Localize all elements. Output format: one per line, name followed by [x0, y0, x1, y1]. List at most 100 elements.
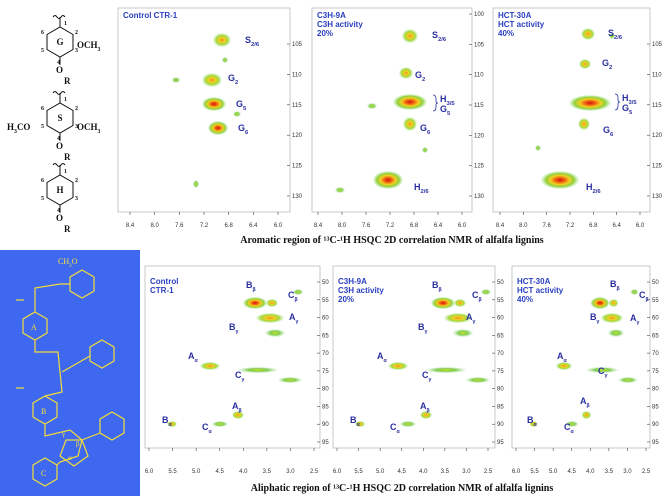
label-text: A: [232, 401, 239, 411]
x-tick-label: 7.2: [386, 223, 395, 229]
peak-label: G6: [603, 125, 614, 138]
peak-label: S2/6: [432, 30, 447, 43]
peak-label: Aγ: [630, 313, 640, 326]
label-text: G: [440, 104, 447, 114]
label-text: B: [246, 280, 253, 290]
label-text: S: [245, 35, 251, 45]
y-tick-label: 70: [652, 351, 659, 357]
ring-letter: S: [57, 113, 62, 123]
lignin-structure: [16, 269, 125, 487]
x-tick-label: 5.0: [376, 469, 385, 475]
spectrum-frame: [332, 265, 496, 449]
y-tick-label: 55: [652, 298, 659, 304]
ring-position: 2: [75, 30, 78, 36]
label-subscript: 2: [422, 77, 426, 83]
label-text: O: [56, 213, 63, 223]
cross-peak: [454, 299, 466, 307]
ring-position: 5: [41, 48, 44, 54]
y-tick-label: 95: [652, 440, 659, 446]
label-subscript: 5: [447, 111, 451, 117]
label-text: B: [41, 407, 46, 416]
cross-peak: [581, 28, 595, 40]
y-tick-label: 60: [322, 316, 329, 322]
cross-peak: [367, 103, 377, 109]
label-subscript: α: [357, 422, 361, 428]
x-tick-label: 2.5: [642, 469, 651, 475]
cross-peak: [586, 367, 619, 373]
cross-peak: [202, 73, 222, 87]
label-text: A: [580, 396, 587, 406]
x-tick-label: 5.5: [168, 469, 177, 475]
y-tick-label: 110: [474, 73, 484, 79]
label-text: S: [608, 28, 614, 38]
label-text: G: [622, 103, 629, 113]
label-suffix: CO: [17, 122, 31, 132]
label-text: G: [420, 123, 427, 133]
y-tick-label: 65: [652, 333, 659, 339]
substituent: O: [56, 213, 63, 223]
cross-peak: [535, 145, 541, 151]
y-tick-label: 110: [292, 72, 302, 78]
x-tick-label: 6.0: [458, 223, 467, 229]
label-text: H: [440, 94, 447, 104]
y-tick-label: 105: [474, 42, 485, 48]
x-tick-label: 8.0: [338, 223, 347, 229]
y-tick-label: 50: [497, 280, 504, 286]
label-subscript: γ: [473, 319, 476, 325]
label-text: OCH: [77, 40, 98, 50]
peak-label: Bβ: [610, 279, 620, 292]
y-tick-label: 120: [292, 133, 303, 139]
x-tick-label: 2.5: [484, 469, 493, 475]
peak-label: G5: [236, 99, 247, 112]
x-tick-label: 7.2: [200, 223, 209, 229]
ring-position: 1: [64, 169, 67, 175]
cross-peak: [569, 95, 611, 111]
peak-label: Cα: [390, 422, 401, 435]
panel-title: C3H-9A: [317, 11, 346, 20]
ring-position: 5: [41, 124, 44, 130]
x-tick-label: 7.6: [362, 223, 371, 229]
y-tick-label: 115: [292, 103, 302, 109]
label-subscript: β: [617, 286, 620, 292]
x-tick-label: 7.6: [542, 223, 551, 229]
cross-peak: [529, 421, 538, 427]
x-tick-label: 2.5: [310, 469, 319, 475]
y-tick-label: 125: [652, 164, 663, 170]
ring-position: 1: [64, 21, 67, 27]
x-tick-label: 3.0: [286, 469, 295, 475]
y-tick-label: 95: [322, 440, 329, 446]
peak-label: Cβ: [288, 290, 298, 303]
structure-label: γ: [61, 430, 65, 438]
peak-label: Aβ: [232, 401, 242, 414]
y-tick-label: 55: [497, 298, 504, 304]
structure-label: α: [68, 454, 72, 462]
peak-label: S2/6: [245, 35, 260, 48]
cross-peak: [581, 411, 592, 419]
peak-label: Cβ: [472, 290, 482, 303]
label-subscript: β: [439, 287, 442, 293]
substituent: R: [64, 224, 71, 234]
y-tick-label: 90: [322, 422, 329, 428]
label-subscript: 3/5: [447, 101, 456, 107]
ring-position: 3: [75, 48, 78, 54]
brace: [432, 94, 439, 112]
x-tick-label: 8.4: [496, 223, 505, 229]
label-subscript: α: [209, 429, 213, 435]
label-text: A: [557, 351, 564, 361]
cross-peak: [293, 289, 303, 295]
structure-label: CH2O: [58, 257, 78, 269]
label-subscript: 6: [427, 130, 431, 136]
x-tick-label: 6.8: [589, 223, 598, 229]
structure-label: A: [31, 323, 37, 332]
cross-peak: [233, 111, 241, 117]
label-text: O: [56, 65, 63, 75]
panel-title: CTR-1: [150, 286, 174, 295]
peak-label: S2/6: [608, 28, 623, 41]
label-text: S: [432, 30, 438, 40]
cross-peak: [600, 313, 624, 323]
label-text: C: [390, 422, 397, 432]
x-tick-label: 7.2: [566, 223, 575, 229]
substituent: O: [56, 141, 63, 151]
ring-position: 2: [75, 178, 78, 184]
label-subscript: α: [564, 358, 568, 364]
